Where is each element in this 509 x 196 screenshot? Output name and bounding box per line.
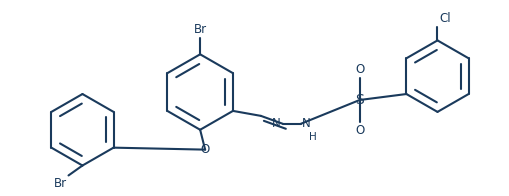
Text: O: O bbox=[355, 124, 364, 137]
Text: N: N bbox=[272, 117, 281, 130]
Text: N: N bbox=[302, 117, 310, 130]
Text: H: H bbox=[309, 132, 317, 142]
Text: S: S bbox=[355, 93, 364, 107]
Text: O: O bbox=[201, 143, 210, 156]
Text: Br: Br bbox=[193, 24, 207, 36]
Text: Cl: Cl bbox=[439, 12, 451, 24]
Text: O: O bbox=[355, 63, 364, 76]
Text: Br: Br bbox=[53, 177, 67, 191]
